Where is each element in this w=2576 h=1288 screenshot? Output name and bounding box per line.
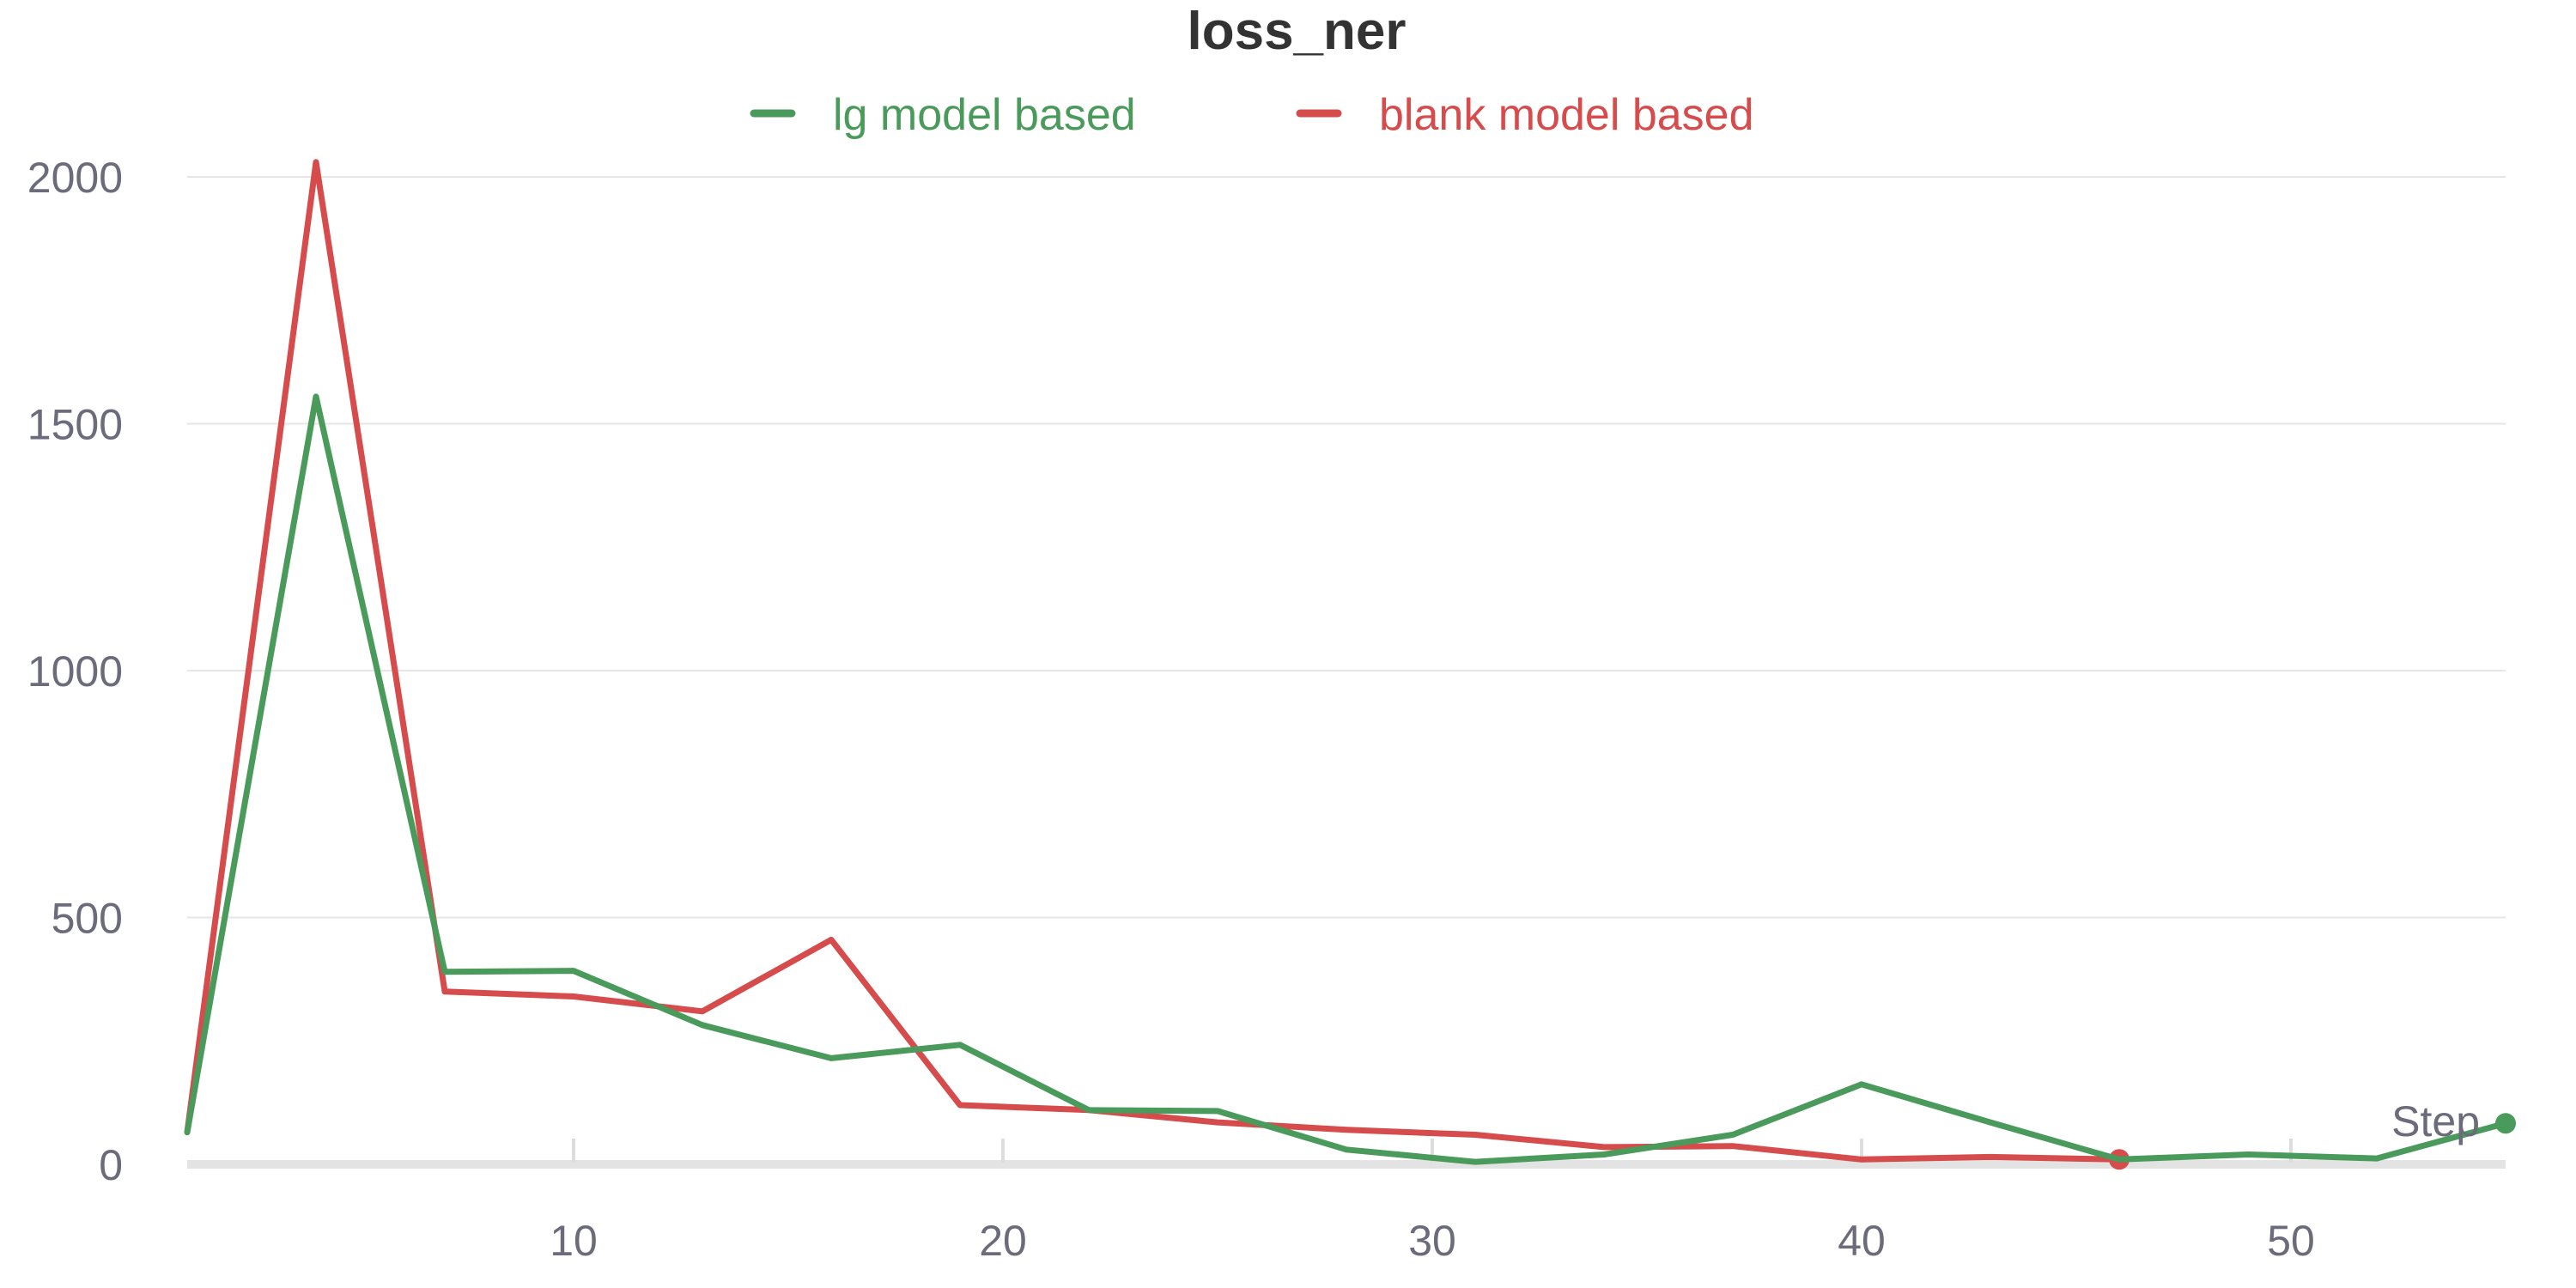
y-tick-label: 1500: [27, 401, 123, 449]
x-axis-label: Step: [2391, 1097, 2480, 1145]
y-grid: 0 500 1000 1500 2000: [27, 154, 2506, 1189]
chart-title: loss_ner: [1187, 2, 1406, 61]
y-tick-label: 0: [99, 1141, 123, 1189]
x-tick-label: 40: [1838, 1217, 1886, 1265]
y-tick-label: 1000: [27, 647, 123, 696]
y-tick-label: 2000: [27, 154, 123, 202]
series-layer: [184, 159, 2516, 1170]
x-tick-label: 10: [550, 1217, 598, 1265]
x-tick-label: 50: [2267, 1217, 2315, 1265]
chart-legend: lg model based blank model based: [750, 90, 1754, 140]
y-tick-label: 500: [52, 895, 123, 943]
legend-label: blank model based: [1379, 90, 1754, 140]
series-line-1: [184, 159, 2123, 1163]
series-end-marker-0: [2495, 1113, 2516, 1134]
series-line-0: [184, 393, 2509, 1165]
x-tick-label: 20: [979, 1217, 1027, 1265]
x-tick-label: 30: [1408, 1217, 1456, 1265]
legend-label: lg model based: [833, 90, 1136, 140]
